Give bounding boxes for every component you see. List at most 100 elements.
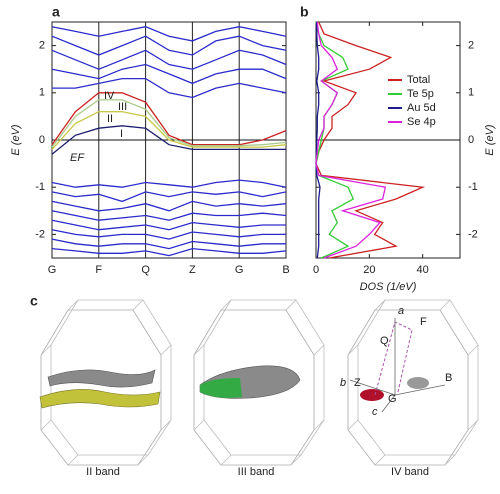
prism-edge [290,454,302,466]
y-tick-label: 0 [468,134,474,146]
surface [39,389,161,409]
x-tick-label: G [235,264,244,276]
band-label: IV [104,90,115,102]
vector-label: b [340,377,346,389]
point-label: F [420,316,427,328]
x-tick-label: G [48,264,57,276]
x-tick-label: 0 [313,264,319,276]
prism-edge [137,454,149,466]
prism-edge [374,299,386,311]
legend-label: Au 5d [407,102,436,114]
panel-label: a [52,4,60,20]
legend-label: Te 5p [407,88,434,100]
series-line [51,26,287,42]
y-tick-label: 2 [468,40,474,52]
prism-edge [313,419,325,431]
y-tick-label: 2 [39,40,45,52]
x-tick-label: 20 [363,264,375,276]
series-line [315,21,426,259]
series-line [51,210,287,221]
x-tick-label: B [282,264,289,276]
prism-face [347,309,469,466]
series-line [51,111,287,150]
point-label: G [388,393,397,405]
prism-edge [193,344,205,356]
prism-edge [313,344,325,356]
band-label: III [118,101,127,113]
prism-edge [374,454,386,466]
series-line [51,219,286,231]
prism-edge [220,454,232,466]
surface [407,377,429,389]
prism-face [40,309,162,466]
fermi-surfaces [39,318,446,413]
legend-label: Se 4p [407,116,436,128]
surface [47,369,156,388]
prism-edge [467,419,479,431]
y-tick-label: -1 [35,181,45,193]
fermi-level-label: EF [70,152,85,164]
x-tick-label: Q [141,264,150,276]
prism-edge [40,419,52,431]
series-line [51,179,287,188]
series-line [51,99,287,148]
vector-label: c [372,406,378,418]
prism-edge [132,299,144,311]
series-line [315,21,321,259]
y-tick-label: -1 [468,181,478,193]
prism-edge [160,344,172,356]
y-tick-label: -2 [35,228,45,240]
prism-edge [193,419,205,431]
caption: IV band [391,466,429,478]
series-line [51,200,287,212]
band-label: I [120,128,123,140]
series-line [51,247,287,257]
series-line [315,21,355,259]
surface [200,378,242,398]
x-tick-label: Z [189,264,196,276]
x-axis-label: DOS (1/eV) [360,281,417,293]
prism-edge [220,299,232,311]
prism-edge [347,419,359,431]
point-label: Z [354,377,361,389]
prism-edge [467,344,479,356]
prism-edge [347,344,359,356]
caption: II band [86,466,120,478]
panel-label: c [30,293,38,309]
panel-label: b [300,4,309,20]
series-line [51,191,287,203]
y-tick-label: 0 [39,134,45,146]
legend-label: Total [407,74,430,86]
y-axis-label: E (eV) [10,124,22,156]
caption: III band [238,466,275,478]
prism-edge [285,299,297,311]
point-label: B [445,372,452,384]
guide-lines [374,321,413,396]
prism-edge [160,419,172,431]
series-line [315,21,387,259]
series-line [51,238,286,250]
prism-edge [444,454,456,466]
series-line [51,125,286,155]
x-tick-label: F [95,264,102,276]
vector-label: a [398,305,404,317]
y-tick-label: 1 [468,87,474,99]
prism-edge [67,299,79,311]
x-tick-label: 40 [417,264,429,276]
y-tick-label: 1 [39,87,45,99]
y-tick-label: -2 [468,228,478,240]
series-line [51,35,287,56]
series-line [51,63,287,85]
axes [349,318,446,413]
prism-edge [40,344,52,356]
band-label: II [107,113,113,125]
surface [360,389,384,401]
point-label: Q [380,335,389,347]
series-line [51,92,287,146]
prism-edge [439,299,451,311]
prism-edge [67,454,79,466]
series-line [52,77,287,99]
y-axis-label: E (eV) [484,124,496,156]
series-line [51,49,287,70]
